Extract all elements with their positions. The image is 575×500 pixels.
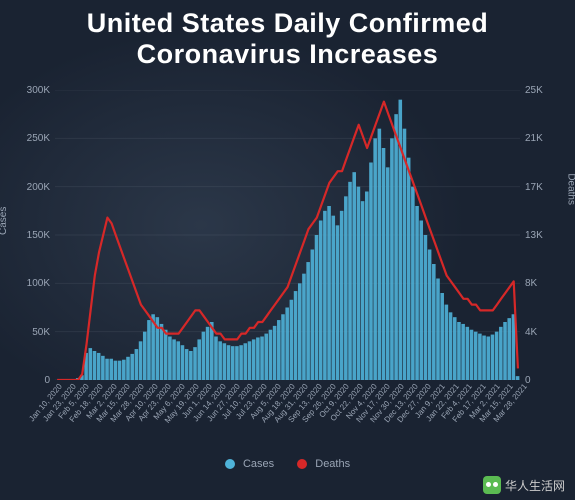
y-right-axis-label: Deaths [566,173,575,205]
y-left-tick: 250K [10,133,50,144]
y-right-tick: 17K [525,182,565,193]
y-left-tick: 200K [10,182,50,193]
y-left-tick: 100K [10,278,50,289]
y-left-tick: 300K [10,85,50,96]
legend-swatch-deaths [297,459,307,469]
y-right-ticks: 25K21K17K13K8K4K0 [525,90,565,380]
legend-item-cases: Cases [225,458,274,470]
watermark-text: 华人生活网 [505,477,565,494]
legend-swatch-cases [225,459,235,469]
y-right-tick: 8K [525,278,565,289]
y-left-axis-label: Cases [0,207,9,235]
watermark: 华人生活网 [483,476,565,494]
legend-label-cases: Cases [243,458,274,470]
y-right-tick: 25K [525,85,565,96]
legend-item-deaths: Deaths [297,458,350,470]
legend-label-deaths: Deaths [315,458,350,470]
chart-plot-area [55,90,520,380]
title-line-1: United States Daily Confirmed [87,8,489,38]
y-right-tick: 21K [525,133,565,144]
y-right-tick: 13K [525,230,565,241]
chart-container: United States Daily Confirmed Coronaviru… [0,0,575,500]
y-left-tick: 50K [10,327,50,338]
wechat-icon [483,476,501,494]
y-right-tick: 0 [525,375,565,386]
y-left-tick: 150K [10,230,50,241]
y-left-ticks: 300K250K200K150K100K50K0 [10,90,50,380]
y-left-tick: 0 [10,375,50,386]
chart-title: United States Daily Confirmed Coronaviru… [0,0,575,74]
chart-svg [55,90,520,380]
y-right-tick: 4K [525,327,565,338]
title-line-2: Coronavirus Increases [137,39,439,69]
legend: Cases Deaths [0,458,575,470]
x-axis-ticks: Jan 10, 2020Jan 23, 2020Feb 5, 2020Feb 1… [55,382,520,442]
